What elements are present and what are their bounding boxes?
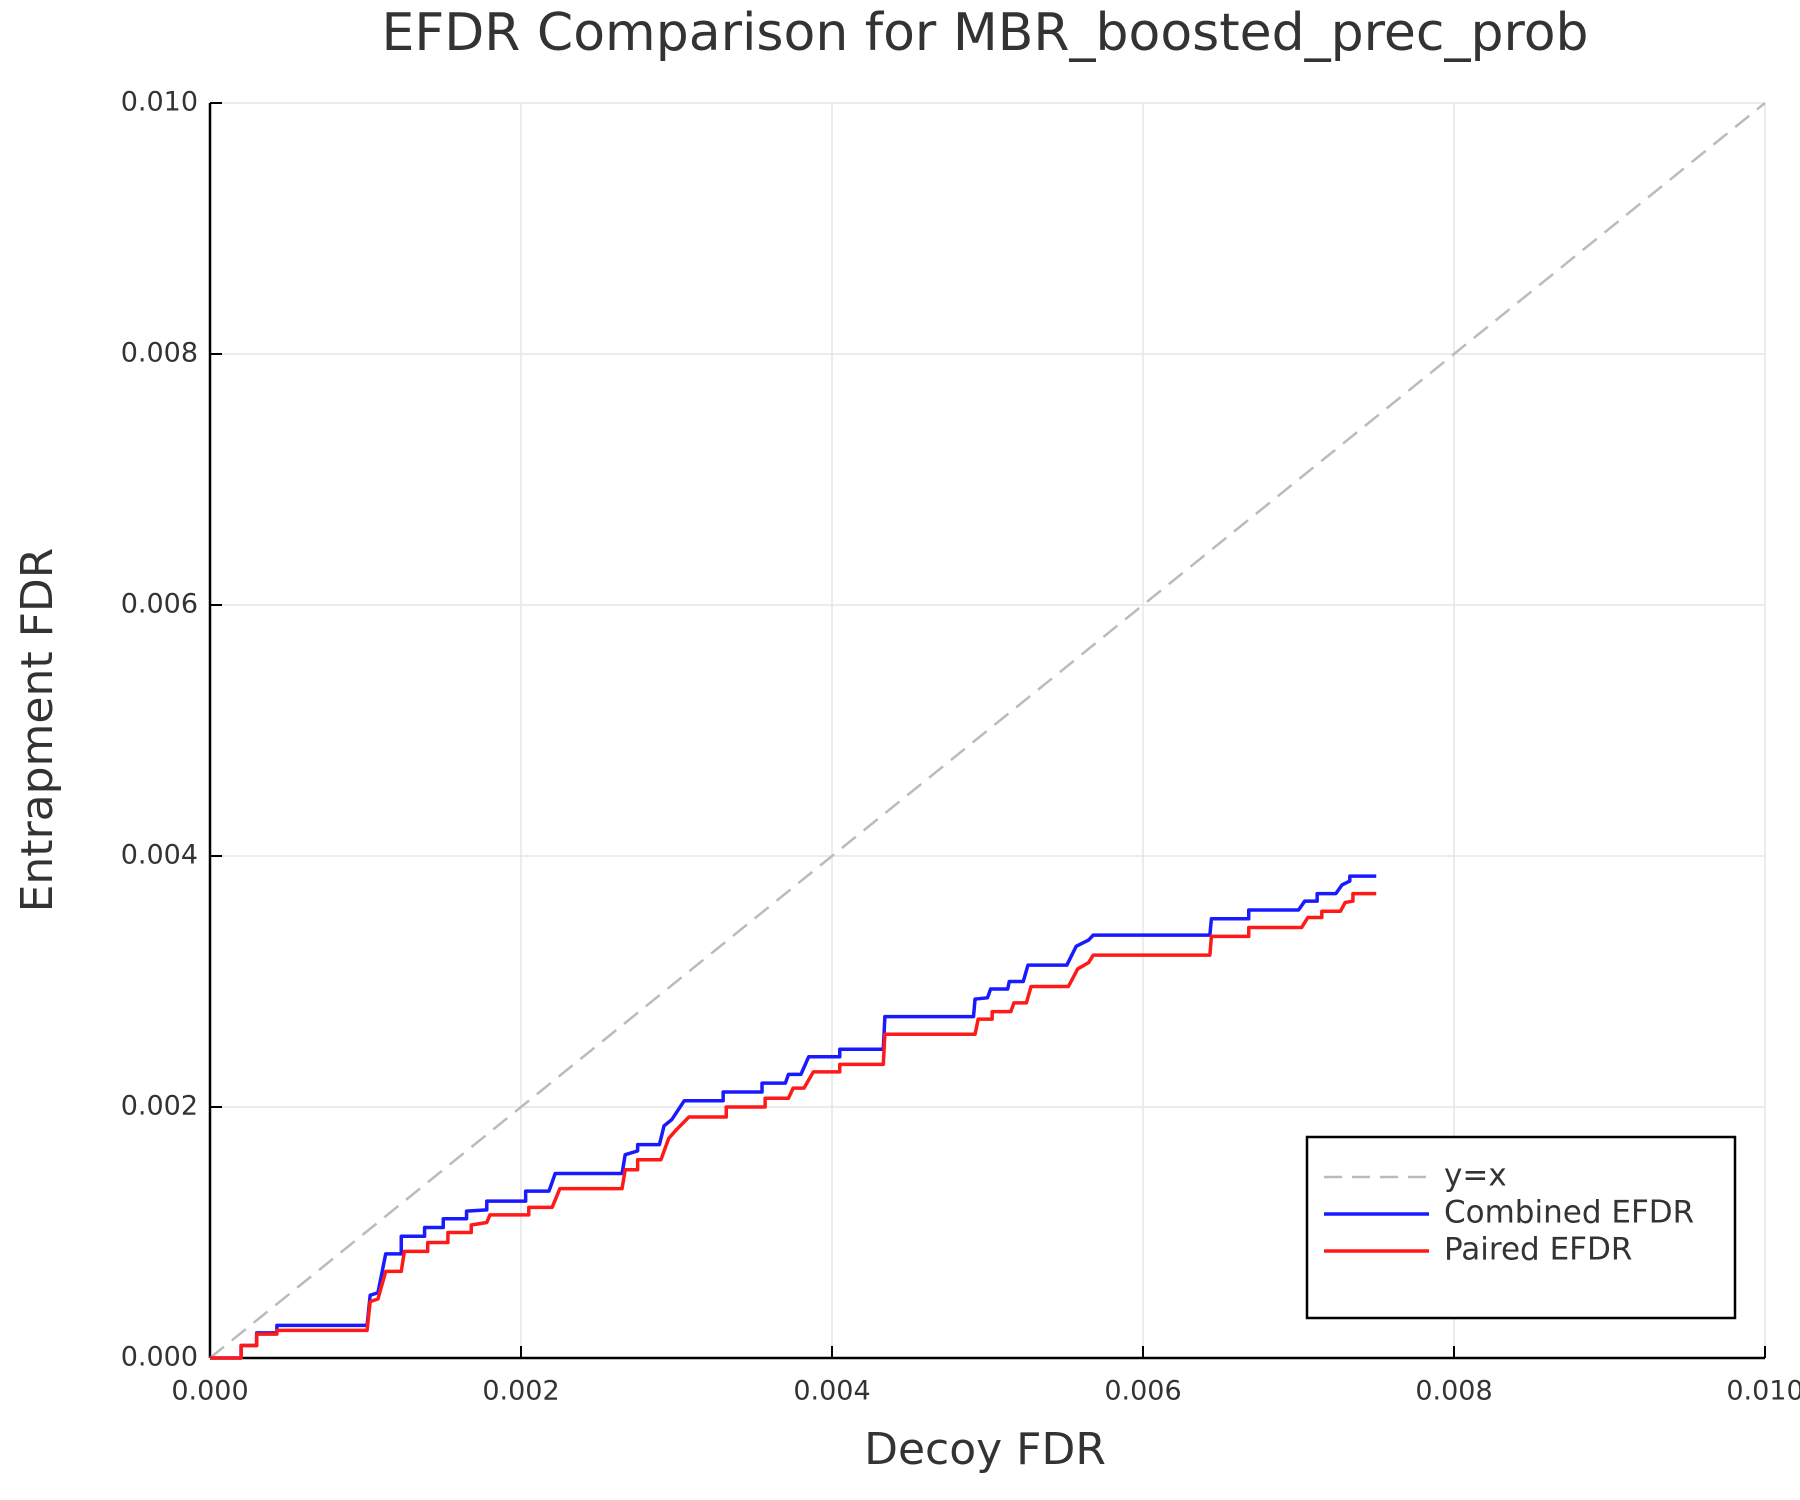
x-axis-label: Decoy FDR — [864, 1424, 1106, 1475]
x-tick-label: 0.002 — [482, 1376, 559, 1407]
x-tick-label: 0.008 — [1415, 1376, 1492, 1407]
y-tick-label: 0.010 — [121, 87, 198, 118]
series-line — [210, 891, 1377, 1360]
y-tick-label: 0.008 — [121, 338, 198, 369]
x-tick-label: 0.006 — [1104, 1376, 1181, 1407]
y-tick-label: 0.002 — [121, 1091, 198, 1122]
y-tick-label: 0.006 — [121, 589, 198, 620]
legend-label: Combined EFDR — [1444, 1195, 1694, 1231]
x-tick-label: 0.004 — [793, 1376, 870, 1407]
legend-box — [1305, 1135, 1737, 1320]
chart-title: EFDR Comparison for MBR_boosted_prec_pro… — [381, 3, 1588, 63]
y-tick-label: 0.004 — [121, 840, 198, 871]
series-line — [210, 874, 1377, 1360]
legend-label: Paired EFDR — [1444, 1232, 1632, 1268]
y-axis-label: Entrapment FDR — [12, 548, 63, 913]
series-line — [209, 102, 1766, 1359]
legend-label: y=x — [1444, 1158, 1507, 1194]
x-tick-label: 0.000 — [171, 1376, 248, 1407]
x-tick-label: 0.010 — [1726, 1376, 1800, 1407]
y-tick-label: 0.000 — [121, 1342, 198, 1373]
